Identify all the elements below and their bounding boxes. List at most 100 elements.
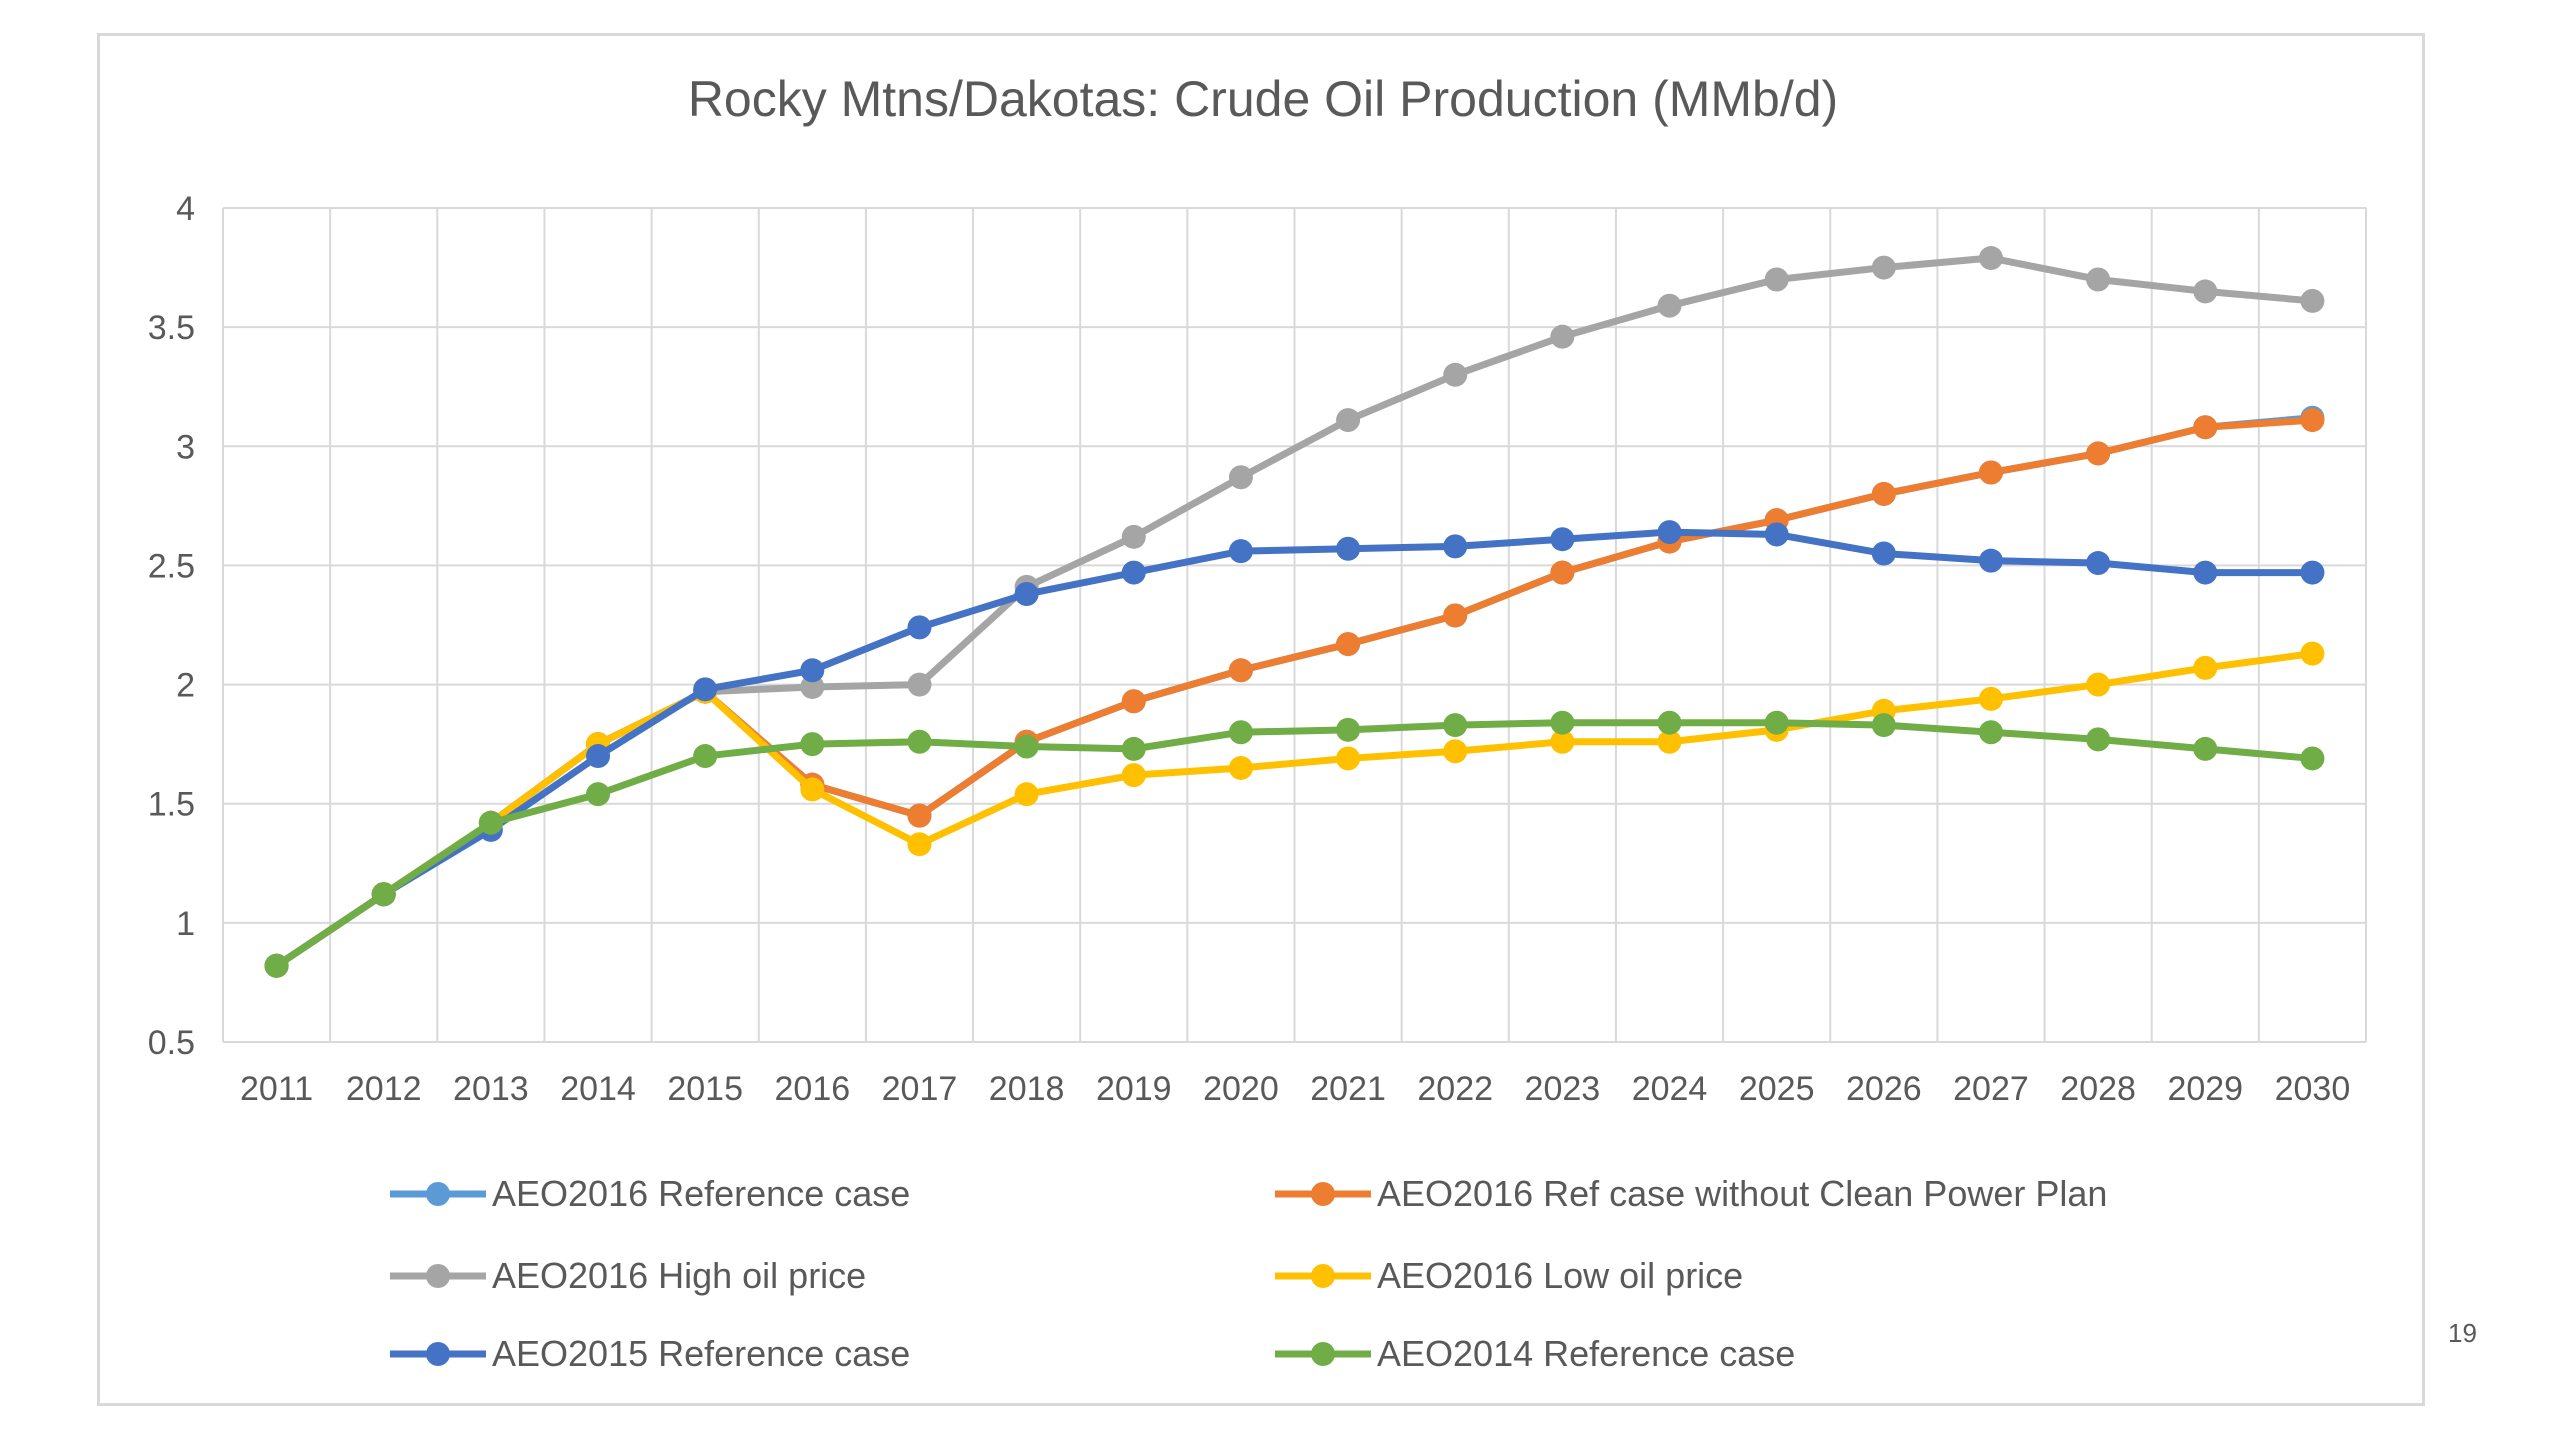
x-tick-label: 2027 [1953, 1070, 2029, 1108]
x-tick-label: 2025 [1739, 1070, 1815, 1108]
data-point [1228, 539, 1253, 564]
data-point [1550, 560, 1575, 585]
data-point [1657, 710, 1682, 735]
legend: AEO2016 Reference case AEO2016 Ref case w… [390, 1173, 2107, 1374]
data-point [1336, 746, 1361, 771]
legend-label: AEO2016 Ref case without Clean Power Pla… [1377, 1173, 2107, 1214]
y-tick-label: 2.5 [148, 547, 195, 585]
legend-item: AEO2016 Low oil price [1275, 1255, 1743, 1296]
data-point [1978, 686, 2003, 711]
data-point [800, 658, 825, 683]
data-point [2193, 415, 2218, 440]
data-point [1014, 582, 1039, 607]
data-point [1978, 460, 2003, 485]
chart-frame: Rocky Mtns/Dakotas: Crude Oil Production… [97, 33, 2425, 1406]
data-point [693, 744, 718, 769]
data-point [1978, 548, 2003, 573]
data-point [1336, 536, 1361, 561]
data-point [1228, 465, 1253, 490]
data-point [800, 777, 825, 802]
data-point [800, 674, 825, 699]
x-tick-label: 2012 [346, 1070, 422, 1108]
y-tick-label: 2 [176, 667, 195, 705]
data-point [1657, 729, 1682, 754]
data-point [586, 744, 611, 769]
data-point [1336, 632, 1361, 657]
y-tick-label: 3.5 [148, 309, 195, 347]
data-point [2086, 727, 2111, 752]
data-point [1443, 534, 1468, 559]
data-point [907, 729, 932, 754]
data-point [2300, 288, 2325, 313]
y-tick-label: 1.5 [148, 786, 195, 824]
data-point [1871, 255, 1896, 280]
x-tick-label: 2030 [2275, 1070, 2351, 1108]
data-point [264, 953, 289, 978]
data-point [1550, 527, 1575, 552]
legend-item: AEO2015 Reference case [390, 1333, 910, 1374]
series-layer [264, 246, 2325, 978]
data-point [1443, 362, 1468, 387]
series-aeo2014-reference-case [264, 710, 2325, 978]
x-tick-label: 2024 [1632, 1070, 1708, 1108]
data-point [1550, 729, 1575, 754]
legend-label: AEO2016 Low oil price [1377, 1255, 1743, 1296]
data-point [2193, 279, 2218, 304]
series-line [273, 650, 2316, 970]
data-point [2300, 746, 2325, 771]
data-point [1550, 710, 1575, 735]
x-tick-label: 2023 [1525, 1070, 1601, 1108]
y-axis-ticks: 0.5 1 1.5 2 2.5 3 3.5 4 [148, 190, 195, 1062]
data-point [2300, 560, 2325, 585]
data-point [1336, 717, 1361, 742]
legend-marker [426, 1342, 450, 1366]
gridlines [222, 207, 2367, 1043]
data-point [1443, 603, 1468, 628]
data-point [1657, 520, 1682, 545]
legend-label: AEO2015 Reference case [492, 1333, 910, 1374]
legend-item: AEO2016 Ref case without Clean Power Pla… [1275, 1173, 2107, 1214]
data-point [1121, 689, 1146, 714]
data-point [907, 615, 932, 640]
series-line [273, 719, 2316, 970]
data-point [1228, 755, 1253, 780]
data-point [1228, 658, 1253, 683]
data-point [1657, 293, 1682, 318]
x-tick-label: 2018 [989, 1070, 1065, 1108]
series-line [273, 528, 2316, 970]
data-point [2086, 441, 2111, 466]
data-point [1871, 541, 1896, 566]
x-tick-label: 2022 [1417, 1070, 1493, 1108]
data-point [1443, 739, 1468, 764]
legend-label: AEO2014 Reference case [1377, 1333, 1795, 1374]
data-point [907, 672, 932, 697]
data-point [2086, 672, 2111, 697]
legend-item: AEO2016 Reference case [390, 1173, 910, 1214]
data-point [1228, 720, 1253, 745]
data-point [2193, 736, 2218, 761]
data-point [1121, 560, 1146, 585]
x-tick-label: 2021 [1310, 1070, 1386, 1108]
chart-svg: Rocky Mtns/Dakotas: Crude Oil Production… [148, 71, 2367, 1374]
x-tick-label: 2026 [1846, 1070, 1922, 1108]
legend-item: AEO2016 High oil price [390, 1255, 866, 1296]
x-tick-label: 2028 [2060, 1070, 2136, 1108]
data-point [1336, 408, 1361, 433]
data-point [1550, 324, 1575, 349]
data-point [1764, 522, 1789, 547]
y-tick-label: 3 [176, 428, 195, 466]
x-tick-label: 2029 [2167, 1070, 2243, 1108]
page-number: 19 [2448, 1318, 2477, 1348]
data-point [1871, 481, 1896, 506]
x-tick-label: 2019 [1096, 1070, 1172, 1108]
legend-marker [426, 1264, 450, 1288]
legend-marker [426, 1182, 450, 1206]
x-tick-label: 2016 [775, 1070, 851, 1108]
data-point [1014, 734, 1039, 759]
x-tick-label: 2020 [1203, 1070, 1279, 1108]
data-point [1978, 246, 2003, 271]
data-point [1443, 713, 1468, 738]
data-point [371, 882, 396, 907]
data-point [2193, 560, 2218, 585]
legend-marker [1311, 1182, 1335, 1206]
